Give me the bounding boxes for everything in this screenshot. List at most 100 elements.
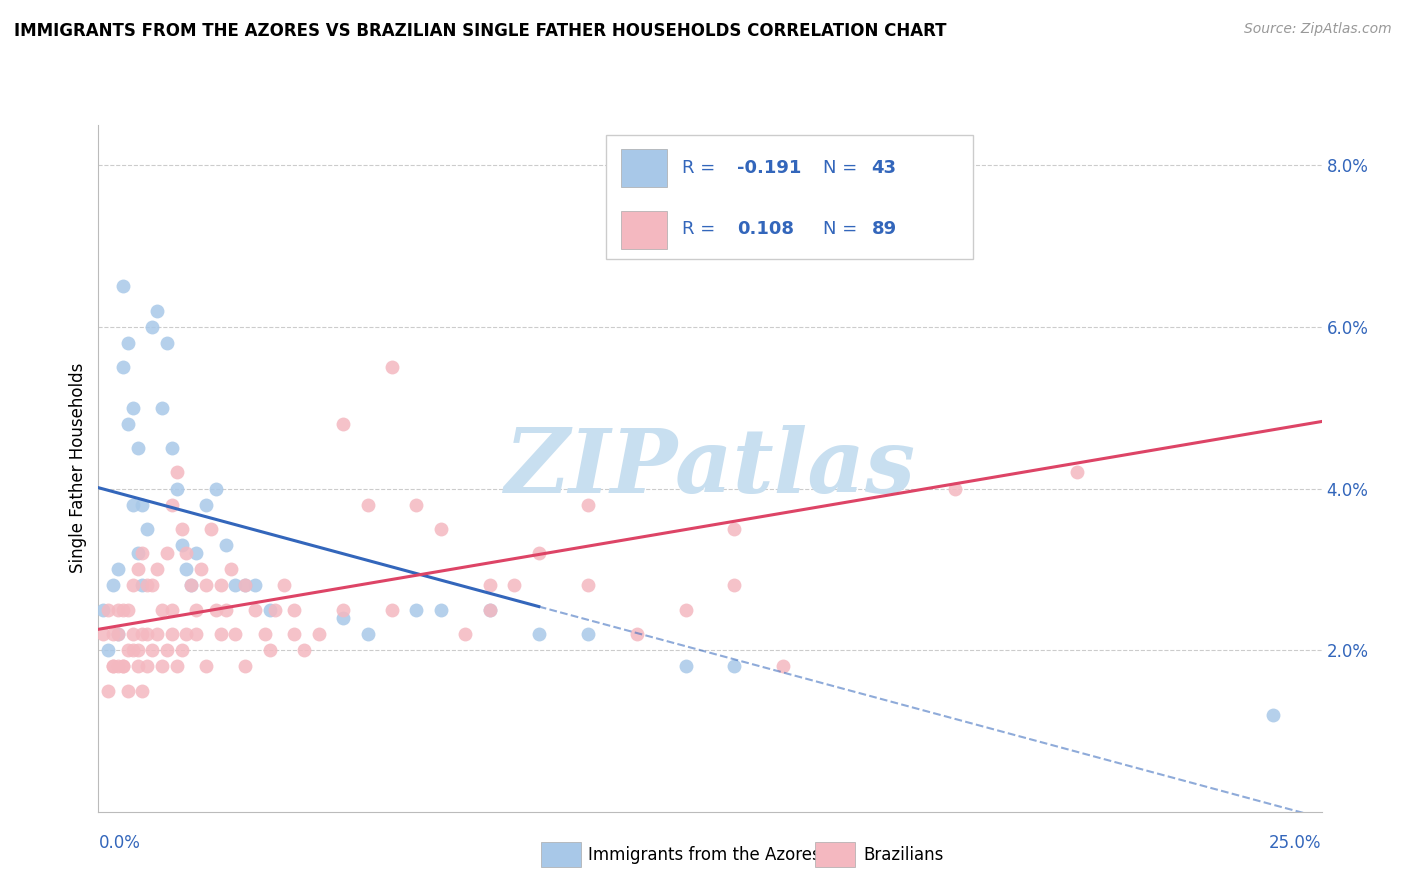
Point	[121, 498, 143, 512]
Point	[195, 578, 218, 592]
Point	[101, 659, 124, 673]
Point	[146, 627, 169, 641]
Point	[160, 627, 183, 641]
Point	[186, 627, 208, 641]
Point	[259, 643, 281, 657]
Point	[136, 659, 159, 673]
Point	[405, 498, 427, 512]
Point	[478, 578, 501, 592]
Point	[121, 643, 143, 657]
Point	[107, 627, 129, 641]
Point	[166, 466, 188, 480]
Point	[332, 611, 354, 625]
Point	[150, 603, 173, 617]
Point	[121, 627, 143, 641]
Point	[430, 522, 453, 536]
Point	[283, 627, 305, 641]
Text: R =: R =	[682, 159, 721, 178]
Point	[1066, 466, 1088, 480]
Point	[117, 683, 139, 698]
Point	[243, 603, 266, 617]
Point	[111, 279, 134, 293]
Point	[141, 319, 163, 334]
Point	[263, 603, 285, 617]
Point	[186, 546, 208, 560]
Point	[136, 578, 159, 592]
Point	[150, 659, 173, 673]
Point	[101, 659, 124, 673]
Text: -0.191: -0.191	[737, 159, 801, 178]
Point	[170, 643, 193, 657]
Point	[356, 498, 378, 512]
Point	[117, 336, 139, 351]
Point	[205, 603, 228, 617]
Point	[170, 538, 193, 552]
Point	[259, 603, 281, 617]
Point	[626, 627, 648, 641]
Point	[821, 223, 844, 237]
Point	[97, 683, 120, 698]
Point	[772, 659, 794, 673]
Point	[101, 627, 124, 641]
Point	[527, 546, 550, 560]
Point	[478, 603, 501, 617]
Point	[675, 659, 697, 673]
Point	[430, 603, 453, 617]
Point	[176, 546, 198, 560]
Point	[180, 578, 202, 592]
Text: IMMIGRANTS FROM THE AZORES VS BRAZILIAN SINGLE FATHER HOUSEHOLDS CORRELATION CHA: IMMIGRANTS FROM THE AZORES VS BRAZILIAN …	[14, 22, 946, 40]
Point	[111, 659, 134, 673]
Point	[91, 627, 114, 641]
Point	[576, 498, 599, 512]
Point	[478, 603, 501, 617]
Point	[224, 578, 246, 592]
Text: 0.108: 0.108	[737, 220, 794, 238]
Point	[141, 578, 163, 592]
Point	[253, 627, 276, 641]
Point	[243, 578, 266, 592]
Point	[356, 627, 378, 641]
Point	[107, 659, 129, 673]
Point	[131, 498, 153, 512]
Point	[121, 578, 143, 592]
Point	[233, 578, 256, 592]
Point	[205, 482, 228, 496]
Point	[283, 603, 305, 617]
Point	[131, 683, 153, 698]
Point	[136, 627, 159, 641]
Text: 89: 89	[872, 220, 897, 238]
Point	[723, 578, 745, 592]
Point	[127, 441, 149, 455]
Point	[127, 659, 149, 673]
Text: Immigrants from the Azores: Immigrants from the Azores	[588, 846, 821, 863]
Text: 25.0%: 25.0%	[1270, 834, 1322, 852]
Point	[127, 546, 149, 560]
Point	[190, 562, 212, 576]
Point	[146, 303, 169, 318]
Point	[131, 627, 153, 641]
Point	[292, 643, 315, 657]
Point	[97, 643, 120, 657]
Point	[156, 643, 179, 657]
Point	[675, 603, 697, 617]
Point	[117, 603, 139, 617]
Point	[233, 659, 256, 673]
Point	[146, 562, 169, 576]
Point	[233, 578, 256, 592]
Point	[176, 562, 198, 576]
Point	[224, 627, 246, 641]
Point	[156, 336, 179, 351]
Point	[160, 441, 183, 455]
Point	[209, 578, 232, 592]
Point	[117, 417, 139, 431]
Point	[214, 538, 236, 552]
Point	[527, 627, 550, 641]
Point	[332, 603, 354, 617]
Point	[150, 401, 173, 415]
Point	[91, 603, 114, 617]
Point	[121, 401, 143, 415]
Text: R =: R =	[682, 220, 721, 238]
Point	[127, 643, 149, 657]
Point	[195, 659, 218, 673]
Point	[308, 627, 330, 641]
